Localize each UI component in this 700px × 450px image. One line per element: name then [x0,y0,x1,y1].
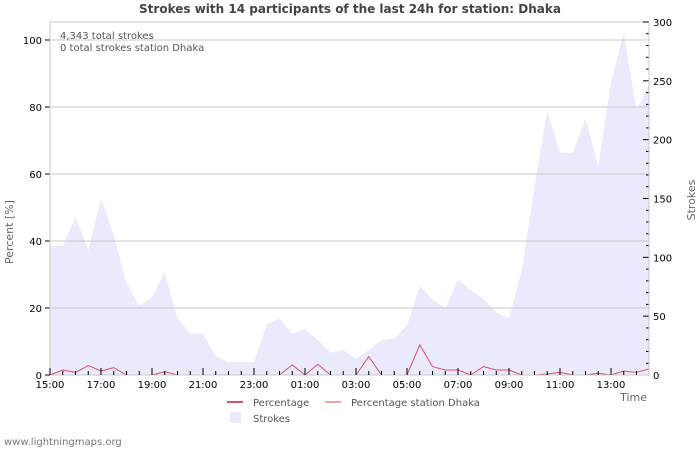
x-tick-label: 23:00 [240,380,269,391]
total-station-annotation: 0 total strokes station Dhaka [60,43,204,54]
x-tick-label: 11:00 [546,380,575,391]
y-right-tick-label: 300 [653,18,672,29]
y-axis-right-title: Strokes [685,179,698,220]
y-right-tick-label: 100 [653,253,672,264]
axes: 0 20 40 60 80 100 0 50 100 150 200 250 300 15:00 17:00… [23,18,672,391]
x-tick-label: 17:00 [87,380,116,391]
x-tick-label: 03:00 [342,380,371,391]
legend-station-label: Percentage station Dhaka [351,398,480,409]
legend-percentage-swatch [227,401,243,403]
x-tick-label: 21:00 [189,380,218,391]
footer-link[interactable]: www.lightningmaps.org [4,437,122,448]
x-tick-label: 01:00 [291,380,320,391]
y-left-tick-label: 40 [29,237,42,248]
x-tick-label: 07:00 [444,380,473,391]
x-tick-label: 19:00 [138,380,167,391]
y-right-tick-label: 50 [653,312,666,323]
y-right-tick-label: 150 [653,195,672,206]
total-strokes-annotation: 4,343 total strokes [60,31,154,42]
legend-strokes-label: Strokes [253,414,290,425]
y-right-tick-label: 0 [653,371,659,382]
legend: Percentage Percentage station Dhaka Stro… [227,398,480,425]
legend-strokes-swatch [230,412,241,423]
x-tick-label: 05:00 [393,380,422,391]
y-left-tick-label: 100 [23,36,42,47]
legend-station-swatch [325,401,341,403]
y-right-tick-label: 200 [653,136,672,147]
x-axis-title: Time [619,391,647,404]
chart-title: Strokes with 14 participants of the last… [139,2,561,16]
y-left-tick-label: 60 [29,170,42,181]
x-tick-label: 15:00 [36,380,65,391]
strokes-area-series [50,32,649,375]
x-tick-label: 09:00 [495,380,524,391]
y-left-tick-label: 20 [29,304,42,315]
x-tick-label: 13:00 [597,380,626,391]
y-axis-left-title: Percent [%] [3,200,16,264]
y-left-tick-label: 80 [29,103,42,114]
legend-percentage-label: Percentage [253,398,309,409]
y-left-tick-label: 0 [36,371,42,382]
y-right-tick-label: 250 [653,77,672,88]
